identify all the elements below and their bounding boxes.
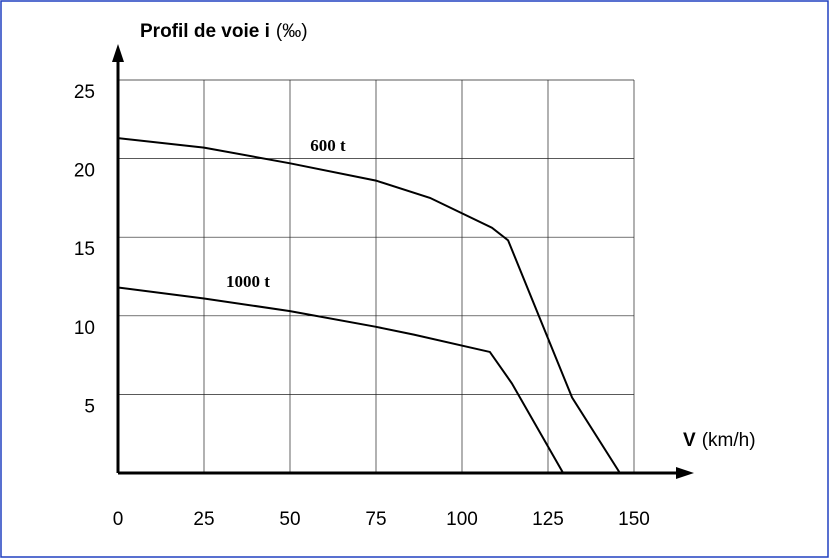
x-tick-label: 0	[113, 509, 124, 530]
series-label: 1000 t	[226, 272, 270, 291]
y-tick-label: 5	[84, 396, 95, 417]
y-axis-title: Profil de voie i (‰)	[140, 21, 308, 42]
x-tick-label: 125	[532, 509, 564, 530]
x-arrow	[676, 467, 694, 479]
x-label-unit: (km/h)	[702, 430, 756, 451]
x-tick-label: 25	[193, 509, 214, 530]
plot: 0 25 50 75 100 125 150 5 10 15 20 25 600 t 1000 t	[74, 79, 650, 530]
x-tick-label: 50	[279, 509, 300, 530]
x-tick-label: 150	[618, 509, 650, 530]
x-tick-label: 100	[446, 509, 478, 530]
y-tick-label: 10	[74, 318, 95, 339]
y-tick-label: 25	[74, 82, 95, 103]
series-label: 600 t	[310, 136, 346, 155]
y-tick-label: 15	[74, 239, 95, 260]
x-label: V	[683, 430, 696, 451]
y-arrow	[112, 44, 124, 62]
y-label-unit: (‰)	[276, 21, 308, 42]
y-label: Profil de voie i	[140, 21, 270, 42]
y-tick-label: 20	[74, 161, 95, 182]
x-axis-title: V (km/h)	[683, 430, 756, 451]
series-line	[117, 286, 565, 474]
series-line	[117, 137, 621, 474]
x-tick-label: 75	[365, 509, 386, 530]
